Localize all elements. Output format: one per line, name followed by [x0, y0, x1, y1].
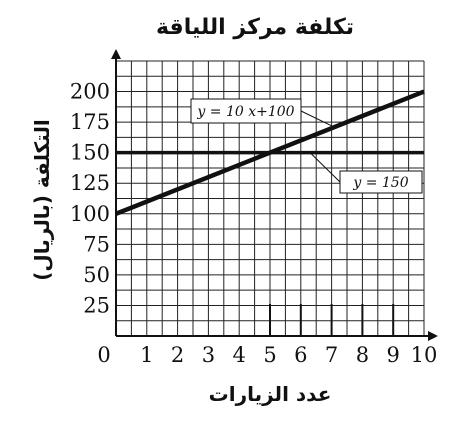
- x-axis-arrow: [428, 331, 438, 341]
- y-tick-label: 150: [70, 141, 110, 165]
- x-tick-label: 6: [294, 343, 307, 367]
- series-label-box: [339, 170, 423, 194]
- y-tick-label: 25: [83, 293, 110, 317]
- label-leader-line: [309, 152, 341, 183]
- y-axis-label: التكلفة (بالريال): [30, 119, 54, 280]
- series-label-box: [190, 98, 302, 124]
- series-label: y = 150: [352, 175, 408, 191]
- x-tick-label: 8: [356, 343, 369, 367]
- x-tick-label: 3: [202, 343, 215, 367]
- x-axis-label: عدد الزيارات: [209, 382, 332, 406]
- y-tick-label: 125: [70, 171, 110, 195]
- y-tick-label: 175: [70, 110, 110, 134]
- y-tick-label: 75: [83, 232, 110, 256]
- x-tick-label: 10: [411, 343, 438, 367]
- y-tick-labels: 25 50 75 100 125 150 175 200: [70, 80, 110, 318]
- x-tick-label: 9: [387, 343, 400, 367]
- x-tick-label: 4: [233, 343, 246, 367]
- y-tick-label: 200: [70, 80, 110, 104]
- x-tick-labels: 0 1 2 3 4 5 6 7 8 9 10: [97, 343, 437, 367]
- series-label: y = 10 x+100: [196, 104, 294, 120]
- x-tick-label: 2: [171, 343, 184, 367]
- x-tick-label: 7: [325, 343, 338, 367]
- x-tick-label: 1: [140, 343, 153, 367]
- label-leader-line: [300, 110, 332, 127]
- axes: [111, 49, 438, 341]
- x-tick-label: 0: [97, 343, 110, 367]
- y-tick-label: 50: [83, 263, 110, 287]
- series-lines: [115, 89, 425, 216]
- chart-title: تكلفة مركز اللياقة: [156, 15, 354, 40]
- y-tick-label: 100: [70, 202, 110, 226]
- y-axis-arrow: [111, 49, 121, 59]
- x-tick-label: 5: [263, 343, 276, 367]
- series-labels: y = 10 x+100 y = 150: [190, 98, 423, 194]
